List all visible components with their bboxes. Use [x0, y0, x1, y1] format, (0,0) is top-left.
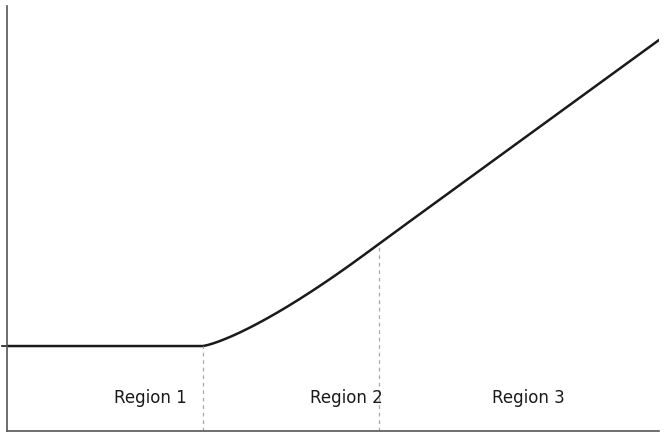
Text: Region 2: Region 2 — [310, 388, 382, 406]
Text: Region 1: Region 1 — [114, 388, 186, 406]
Text: Region 3: Region 3 — [492, 388, 565, 406]
